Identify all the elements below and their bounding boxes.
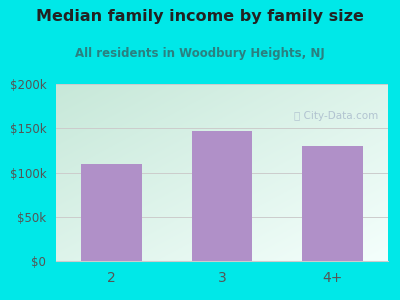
Text: Median family income by family size: Median family income by family size <box>36 9 364 24</box>
Bar <box>81 164 142 261</box>
Bar <box>302 146 363 261</box>
Text: All residents in Woodbury Heights, NJ: All residents in Woodbury Heights, NJ <box>75 46 325 59</box>
Text: ⌕ City-Data.com: ⌕ City-Data.com <box>294 111 378 121</box>
Bar <box>192 131 252 261</box>
